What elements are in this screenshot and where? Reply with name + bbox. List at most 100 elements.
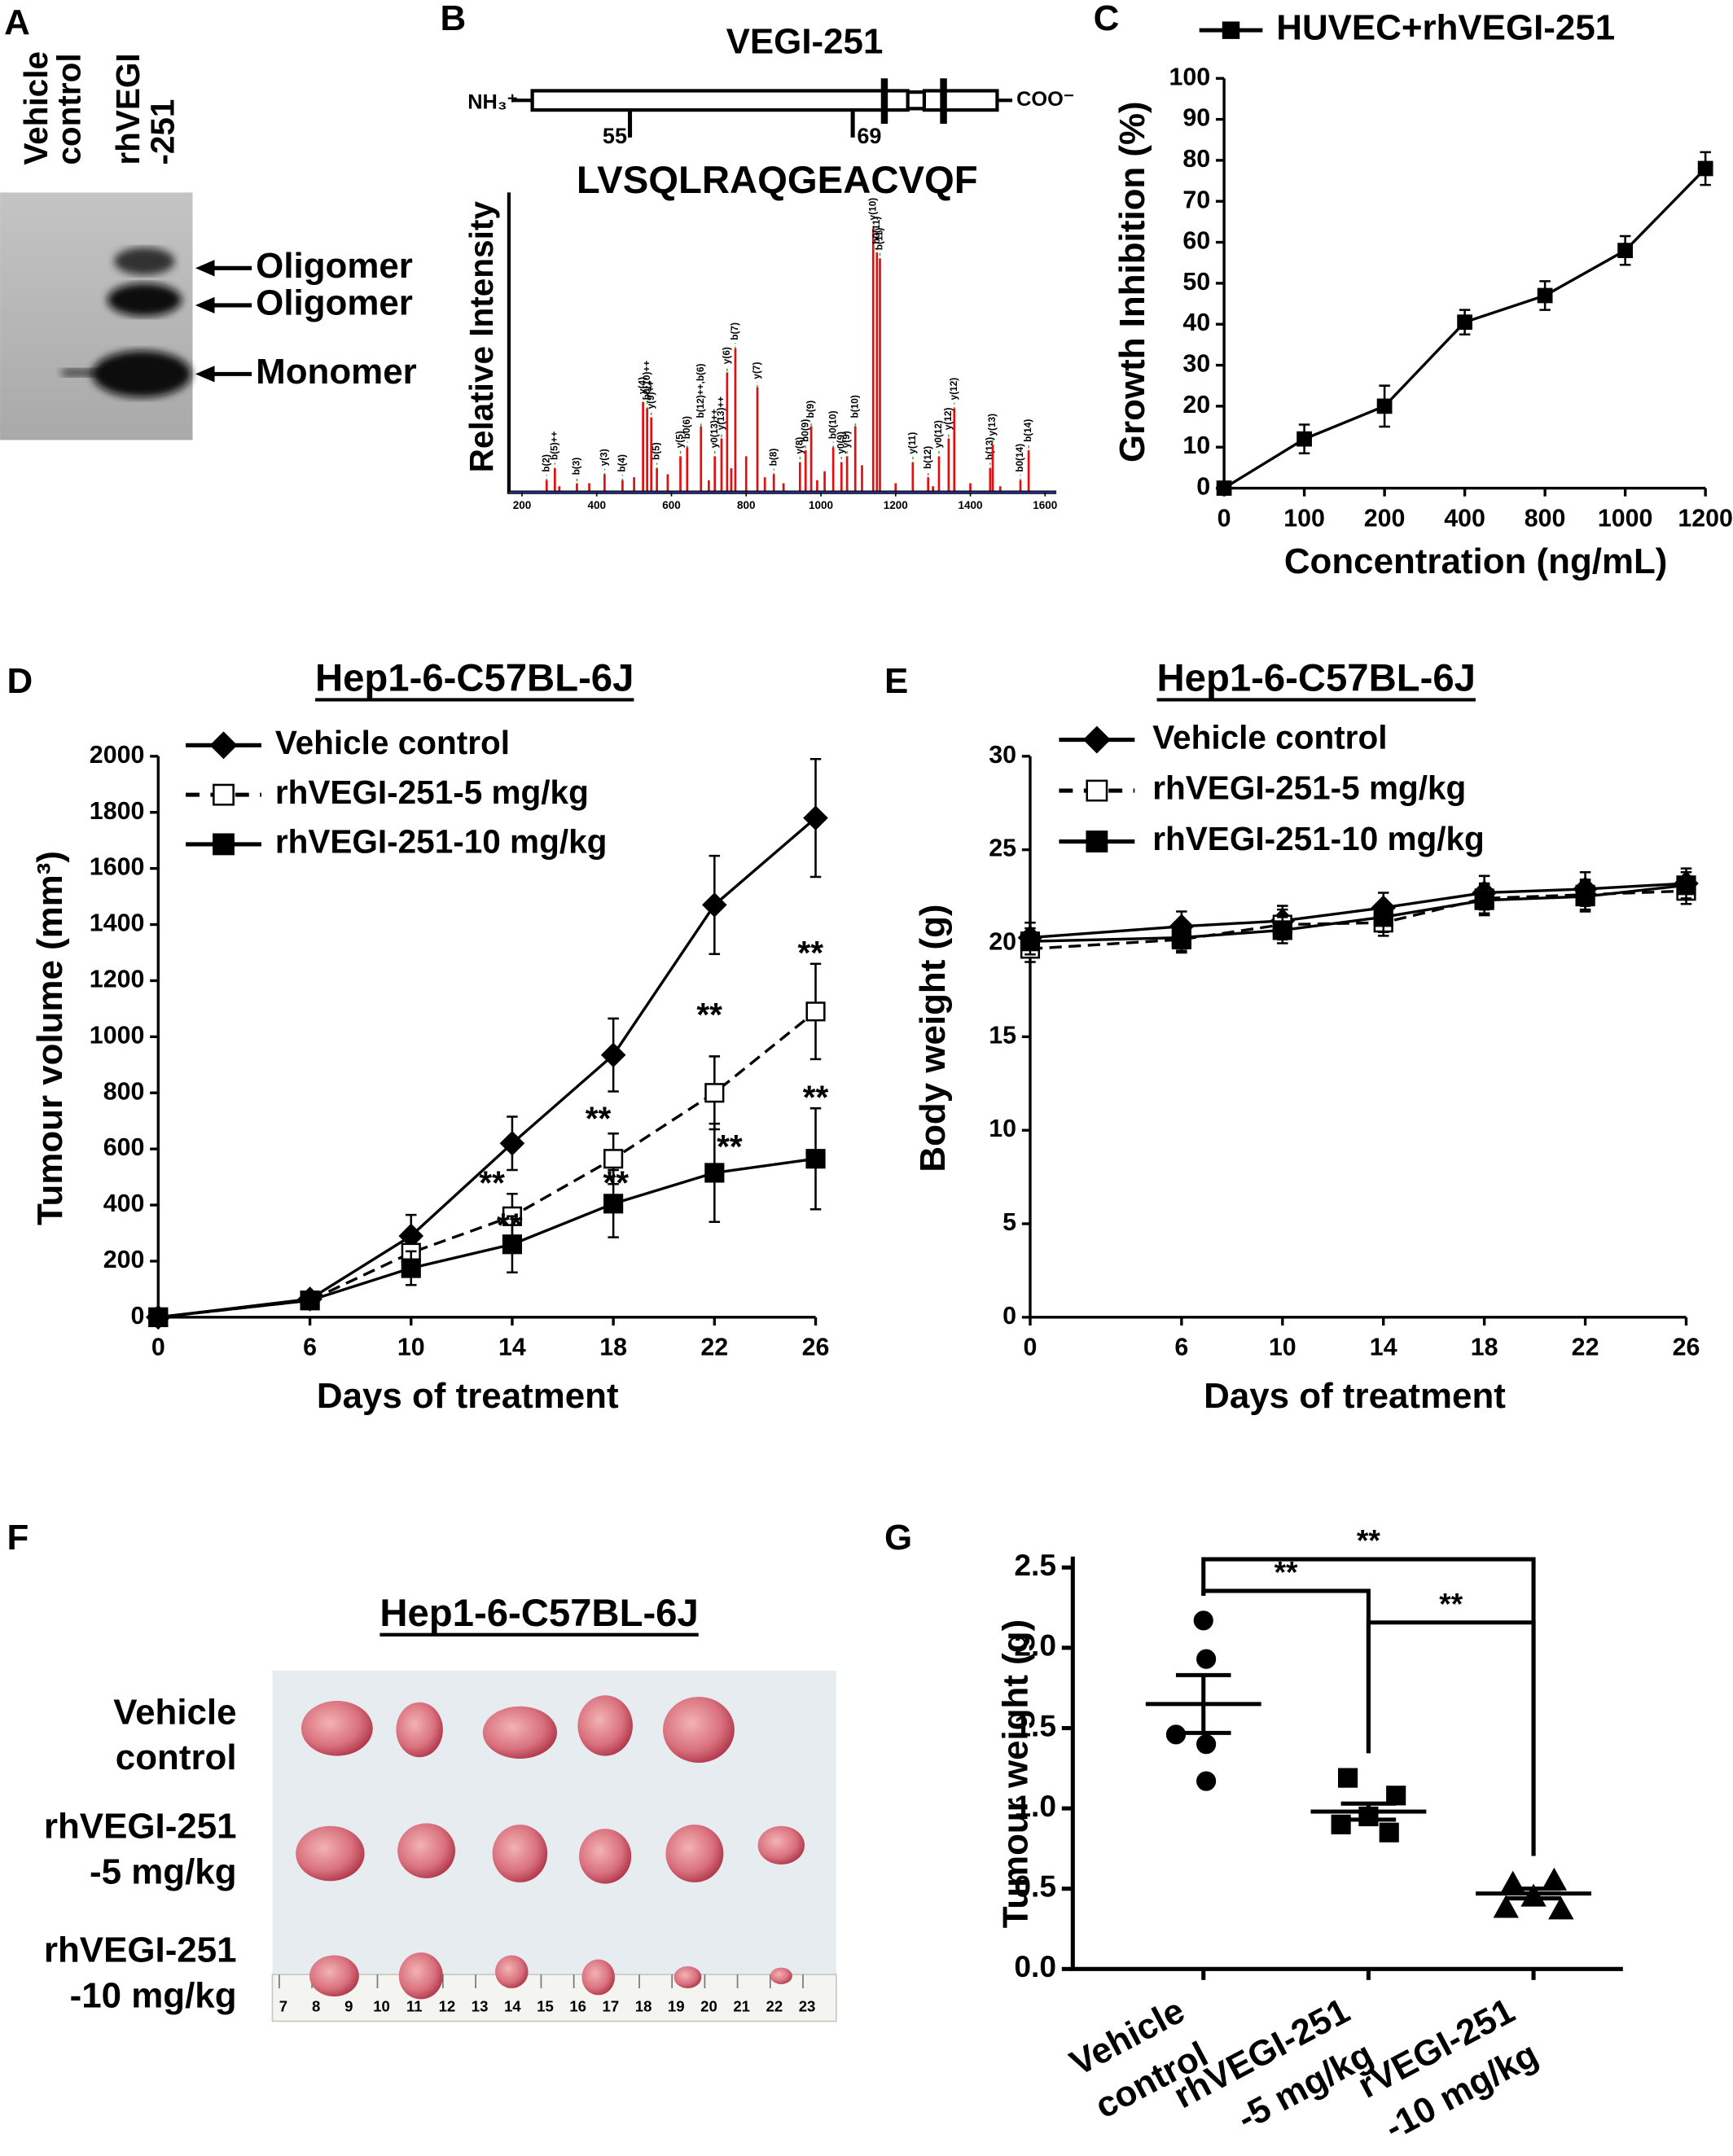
row-label: rhVEGI-251 (44, 1930, 237, 1970)
y-tick-label: 60 (1182, 227, 1210, 255)
marker (1216, 480, 1232, 496)
y-tick-label: 2.5 (1014, 1548, 1056, 1582)
marker (1457, 314, 1472, 331)
y-tick-label: 20 (989, 928, 1016, 956)
x-tick-label: 10 (397, 1334, 425, 1361)
x-tick-label: 6 (303, 1334, 317, 1361)
ruler-number: 14 (504, 1998, 521, 2015)
peak-label: y(13)++ (715, 397, 726, 430)
legend-marker (213, 833, 235, 856)
x-tick-label: 6 (1174, 1334, 1188, 1361)
row-label: Vehicle (113, 1692, 236, 1732)
peak-label: b(12) (922, 446, 933, 469)
annotation: ** (586, 1099, 612, 1137)
peak-label: b0(11) (871, 217, 882, 244)
legend-label: rhVEGI-251-5 mg/kg (1152, 769, 1466, 807)
panel-label: A (4, 2, 30, 42)
y-axis-title: Body weight (g) (913, 904, 953, 1172)
tumour (665, 1825, 724, 1882)
marker (1020, 931, 1041, 952)
ruler-number: 19 (668, 1998, 685, 2015)
lane-label: rhVEGI (109, 53, 147, 164)
marker (603, 1194, 624, 1214)
y-tick-label: 800 (103, 1077, 145, 1105)
marker (1575, 887, 1595, 907)
y-tick-label: 400 (103, 1190, 145, 1217)
row-label: control (116, 1738, 237, 1777)
blot-image (0, 192, 193, 440)
marker (805, 1149, 826, 1169)
annotation: ** (798, 934, 824, 971)
y-axis-title: Growth Inhibition (%) (1112, 101, 1152, 462)
y-axis-title: Tumour weight (g) (995, 1619, 1035, 1929)
marker (300, 1291, 320, 1311)
x-tick-label: 1200 (1678, 504, 1733, 532)
marker (1376, 398, 1393, 414)
marker (704, 1083, 725, 1103)
peak-label: b(5) (651, 442, 662, 460)
y-tick-label: 50 (1182, 268, 1210, 296)
peak-label: y0(12) (932, 420, 944, 448)
ruler-number: 17 (603, 1998, 620, 2015)
peak-label: y(12) (942, 408, 954, 431)
peak-label: y(3) (598, 449, 609, 466)
peak-label: y(12) (948, 378, 959, 401)
y-tick-label: 80 (1182, 145, 1210, 173)
legend-label: Vehicle control (1152, 718, 1387, 756)
y-tick-label: 1800 (90, 797, 145, 825)
ruler-number: 12 (439, 1998, 456, 2015)
ruler-number: 10 (373, 1998, 390, 2015)
x-tick-label: 10 (1269, 1334, 1296, 1361)
marker (1272, 920, 1292, 940)
row-label: -5 mg/kg (90, 1851, 236, 1891)
x-tick-label: 200 (513, 499, 532, 511)
site-label: 69 (857, 124, 881, 148)
y-axis-title: Relative Intensity (463, 201, 500, 473)
peak-label: y(10) (866, 198, 878, 221)
ruler-number: 23 (799, 1998, 816, 2015)
tumour (757, 1825, 805, 1865)
error-bar (1175, 1672, 1231, 1735)
chart-title: Hep1-6-C57BL-6J (315, 656, 634, 699)
peak-label: y(13) (986, 414, 998, 436)
marker (1193, 1610, 1213, 1631)
panel-label: F (7, 1518, 29, 1558)
peak-label: y(11) (906, 432, 918, 454)
tumour (579, 1829, 632, 1884)
y-tick-label: 0 (1196, 473, 1210, 501)
y-tick-label: 40 (1182, 309, 1210, 336)
peak-label: y(8) (793, 437, 805, 454)
c-terminus: COO⁻ (1016, 88, 1074, 111)
arrow-head (195, 260, 215, 277)
marker (148, 1307, 169, 1327)
x-tick-label: 400 (1444, 504, 1485, 532)
legend-marker (1086, 779, 1108, 802)
x-tick-label: 18 (1471, 1334, 1498, 1361)
row-label: -10 mg/kg (70, 1975, 237, 2015)
y-tick-label: 5 (1003, 1208, 1016, 1236)
y-tick-label: 1000 (90, 1021, 145, 1049)
x-tick-label: 1200 (884, 499, 908, 511)
y-axis-title: Tumour volume (mm³) (30, 851, 70, 1225)
photo-title: Hep1-6-C57BL-6J (380, 1592, 698, 1635)
blot-band (107, 283, 182, 317)
legend-label: HUVEC+rhVEGI-251 (1276, 8, 1615, 48)
panel-label: C (1094, 0, 1120, 38)
lane-label: control (50, 53, 88, 164)
ruler-number: 20 (700, 1998, 717, 2015)
marker (1196, 1734, 1217, 1755)
y-tick-label: 15 (989, 1021, 1016, 1049)
annotation: ** (696, 996, 722, 1033)
y-tick-label: 10 (989, 1115, 1016, 1142)
ruler-number: 11 (406, 1998, 423, 2015)
marker (1337, 1768, 1358, 1788)
marker (1548, 1896, 1574, 1920)
peak-label: b(11) (874, 228, 885, 251)
y-tick-label: 600 (103, 1133, 145, 1161)
marker (1379, 1822, 1399, 1843)
x-tick-label: 0 (1217, 504, 1231, 532)
protein-title: VEGI-251 (726, 22, 884, 62)
blot-band (114, 247, 175, 275)
